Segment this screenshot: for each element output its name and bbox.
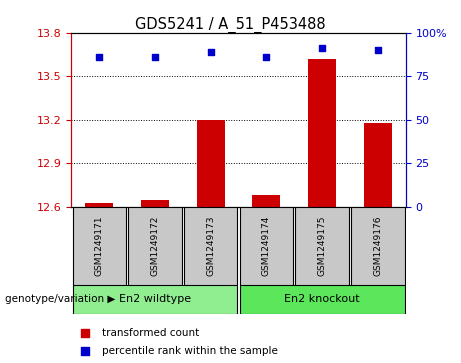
Bar bbox=[197, 120, 225, 207]
Point bbox=[95, 54, 103, 60]
Point bbox=[151, 54, 159, 60]
Bar bbox=[72, 285, 237, 314]
Bar bbox=[296, 207, 349, 285]
Point bbox=[374, 47, 382, 53]
Text: genotype/variation ▶: genotype/variation ▶ bbox=[5, 294, 115, 305]
Text: GSM1249173: GSM1249173 bbox=[206, 216, 215, 276]
Bar bbox=[72, 207, 126, 285]
Bar bbox=[364, 123, 392, 207]
Bar bbox=[351, 207, 405, 285]
Point bbox=[81, 348, 89, 354]
Bar bbox=[240, 285, 405, 314]
Point bbox=[263, 54, 270, 60]
Point bbox=[319, 45, 326, 51]
Text: GSM1249172: GSM1249172 bbox=[150, 216, 160, 276]
Text: GSM1249174: GSM1249174 bbox=[262, 216, 271, 276]
Text: GDS5241 / A_51_P453488: GDS5241 / A_51_P453488 bbox=[135, 16, 326, 33]
Bar bbox=[240, 207, 293, 285]
Point bbox=[81, 330, 89, 336]
Bar bbox=[184, 207, 237, 285]
Text: percentile rank within the sample: percentile rank within the sample bbox=[101, 346, 278, 356]
Bar bbox=[308, 59, 336, 207]
Text: En2 wildtype: En2 wildtype bbox=[119, 294, 191, 305]
Text: GSM1249171: GSM1249171 bbox=[95, 216, 104, 276]
Bar bbox=[141, 200, 169, 207]
Bar bbox=[253, 195, 280, 207]
Text: GSM1249176: GSM1249176 bbox=[373, 216, 382, 276]
Text: En2 knockout: En2 knockout bbox=[284, 294, 360, 305]
Point bbox=[207, 49, 214, 55]
Bar bbox=[128, 207, 182, 285]
Text: GSM1249175: GSM1249175 bbox=[318, 216, 327, 276]
Bar bbox=[85, 203, 113, 207]
Text: transformed count: transformed count bbox=[101, 328, 199, 338]
